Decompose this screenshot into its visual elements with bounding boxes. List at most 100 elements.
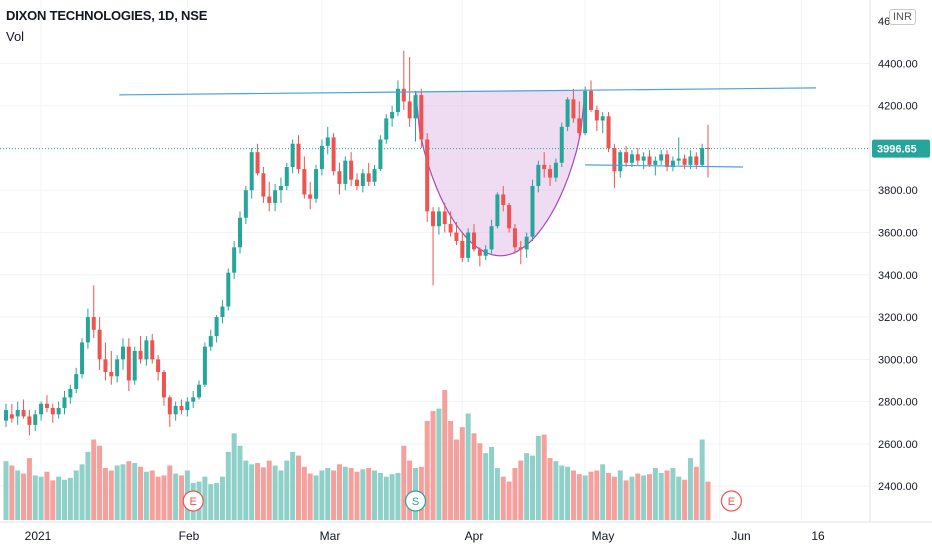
event-marker-circle: [182, 490, 204, 512]
last-price-value: 3996.65: [877, 144, 917, 156]
candle-body: [629, 154, 634, 163]
volume-bar: [231, 433, 237, 520]
event-marker-circle: [720, 490, 743, 512]
candle-body: [612, 147, 617, 172]
candle-body: [635, 154, 640, 161]
candle-body: [589, 90, 593, 110]
volume-bar: [313, 475, 319, 520]
candle-body: [577, 118, 582, 134]
candles: [4, 50, 710, 436]
candle-body: [378, 139, 383, 170]
volume-bar: [208, 484, 214, 520]
volume-bar: [366, 468, 372, 520]
candle-body: [659, 154, 664, 161]
cup-fill: [415, 90, 586, 256]
volume-bar: [559, 465, 565, 520]
volume-bar: [670, 468, 676, 520]
candle-body: [431, 211, 436, 227]
cup-curve: [414, 90, 586, 257]
candle-body: [553, 162, 558, 178]
candle-body: [284, 166, 289, 187]
volume-bar: [319, 470, 325, 520]
volume-bar: [138, 466, 144, 520]
candle-body: [360, 173, 365, 187]
volume-bar: [67, 477, 73, 520]
volume-bar: [249, 464, 255, 520]
event-marker-S[interactable]: S: [404, 490, 427, 512]
candle-body: [495, 194, 500, 227]
volume-bar: [629, 476, 635, 520]
candle-body: [501, 194, 506, 206]
candle-body: [647, 156, 652, 165]
candle-body: [425, 139, 430, 212]
candle-body: [512, 228, 517, 248]
candle-body: [191, 397, 196, 402]
candle-body: [302, 169, 307, 195]
volume-bar: [126, 461, 132, 520]
volume-bar: [389, 474, 395, 520]
candle-body: [436, 211, 441, 227]
candle-body: [156, 359, 161, 373]
volume-bar: [448, 420, 454, 520]
candle-body: [62, 397, 67, 408]
x-tick-label: May: [592, 529, 615, 543]
candle-body: [179, 405, 184, 411]
candle-body: [109, 372, 114, 377]
volume-bar: [354, 471, 360, 520]
event-marker-E[interactable]: E: [182, 490, 204, 512]
event-marker-E[interactable]: E: [720, 490, 743, 512]
candle-body: [121, 346, 125, 360]
volume-bar: [108, 470, 114, 520]
candle-body: [138, 350, 143, 360]
price-axis-bg: [870, 0, 932, 550]
volume-bar: [635, 473, 641, 520]
volume-bar: [102, 468, 108, 520]
volume-bar: [202, 476, 208, 520]
volume-bar: [219, 476, 225, 520]
candle-body: [401, 88, 406, 102]
candle-body: [249, 152, 254, 191]
volume-bar: [553, 461, 559, 520]
x-tick-label: Mar: [320, 529, 341, 543]
candle-body: [583, 90, 588, 134]
candle-body: [185, 401, 190, 411]
volume-bar: [687, 458, 693, 520]
volume-bar: [617, 470, 623, 520]
candle-body: [600, 116, 605, 121]
volume-bar: [360, 469, 366, 520]
time-axis-bg: [0, 522, 932, 550]
volume-bar: [407, 460, 413, 520]
candle-body: [238, 217, 242, 248]
candle-body: [132, 350, 137, 381]
candle-body: [606, 116, 611, 148]
candle-body: [571, 99, 576, 119]
volume-bar: [225, 451, 231, 520]
candle-body: [653, 160, 658, 165]
candle-body: [682, 158, 687, 165]
candle-body: [407, 101, 412, 119]
volume-bar: [21, 473, 27, 520]
volume-bar: [565, 466, 571, 520]
currency-badge[interactable]: INR: [889, 9, 916, 25]
candle-body: [39, 403, 44, 415]
candle-body: [68, 388, 73, 398]
candle-body: [278, 186, 283, 191]
candle-body: [530, 186, 535, 237]
candle-body: [50, 407, 55, 415]
volume-bar: [272, 465, 278, 520]
candle-body: [144, 340, 149, 360]
volume-bar: [623, 480, 629, 520]
volume-bar: [38, 476, 44, 520]
volume-bar: [336, 464, 342, 520]
candle-body: [372, 169, 377, 182]
candle-body: [85, 317, 90, 343]
volume-bar: [120, 464, 126, 520]
volume-bar: [161, 475, 167, 520]
volume-bar: [424, 420, 430, 520]
volume-bar: [260, 467, 266, 520]
volume-bar: [26, 458, 32, 520]
volume-bar: [588, 471, 594, 520]
